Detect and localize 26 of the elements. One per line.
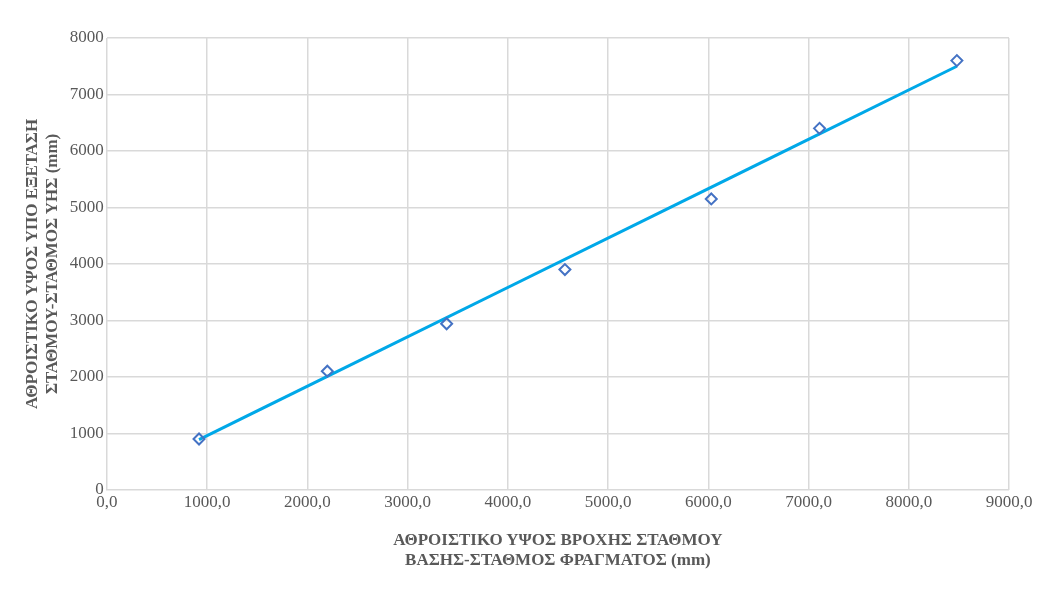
x-axis-title: ΑΘΡΟΙΣΤΙΚΟ ΥΨΟΣ ΒΡΟΧΗΣ ΣΤΑΘΜΟΥ ΒΑΣΗΣ-ΣΤΑΘΜΟΣ ΦΡΑΓΜΑΤΟΣ (mm)	[393, 529, 723, 570]
point	[192, 432, 206, 446]
y-tick-label: 8000	[69, 27, 104, 47]
point	[320, 364, 334, 378]
y-tick-label: 1000	[69, 422, 104, 442]
point	[704, 192, 718, 206]
y-tick-label: 5000	[69, 196, 104, 216]
y-tick-label: 6000	[69, 140, 104, 160]
x-tick-label: 3000,0	[384, 492, 431, 512]
x-tick-label: 1000,0	[183, 492, 231, 512]
x-tick-label: 5000,0	[584, 492, 632, 512]
y-tick-label: 3000	[69, 309, 104, 329]
point	[813, 121, 827, 135]
y-axis-title: ΑΘΡΟΙΣΤΙΚΟ ΥΨΟΣ ΥΠΟ ΕΞΕΤΑΣΗ ΣΤΑΘΜΟΥ-ΣΤΑΘΜΟΣ ΥΗΣ (mm)	[21, 118, 61, 409]
y-tick-label: 2000	[69, 366, 104, 386]
x-tick-label: 9000,0	[985, 492, 1033, 512]
x-tick-label: 4000,0	[484, 492, 532, 512]
point	[950, 54, 964, 68]
x-tick-label: 2000,0	[283, 492, 331, 512]
y-tick-label: 4000	[69, 253, 104, 273]
y-tick-label: 7000	[69, 83, 104, 103]
point	[440, 317, 454, 331]
x-tick-label: 8000,0	[885, 492, 933, 512]
x-tick-label: 6000,0	[684, 492, 732, 512]
point	[558, 263, 572, 277]
x-tick-label: 7000,0	[785, 492, 832, 512]
